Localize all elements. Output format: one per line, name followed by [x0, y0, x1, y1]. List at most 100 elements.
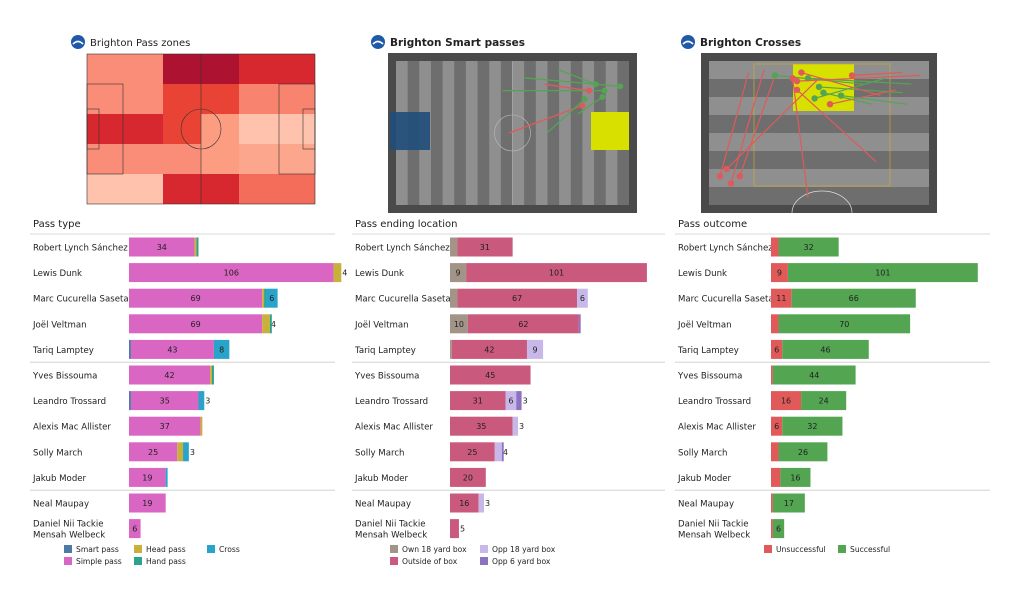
bar-segment — [526, 339, 544, 359]
smart-pass-line — [546, 98, 586, 134]
cross-start-point — [727, 180, 735, 187]
player-row: Yves Bissouma 45 — [354, 365, 531, 385]
bar-segment — [266, 288, 278, 308]
badge-wave — [372, 40, 384, 45]
bar-value-label: 34 — [157, 243, 167, 252]
smart-pass-line — [544, 83, 590, 92]
player-name: Yves Bissouma — [677, 372, 742, 382]
panel-title: Brighton Smart passes — [390, 37, 525, 49]
bar-value-label: 46 — [820, 345, 830, 354]
bar-value-label: 26 — [798, 448, 808, 457]
bar-value-label: 6 — [580, 294, 585, 303]
bar-value-label: 9 — [532, 345, 537, 354]
panel-subtitle: Pass type — [33, 219, 81, 230]
player-name: Daniel Nii Tackie — [678, 520, 749, 530]
panel-subtitle: Pass outcome — [678, 219, 747, 230]
player-row: Tariq Lamptey 43 8 — [32, 339, 230, 359]
smart-pass-line — [557, 68, 596, 85]
player-name: Alexis Mac Allister — [678, 423, 756, 433]
bar-segment — [129, 391, 131, 411]
cross-line — [840, 94, 908, 105]
heatmap-cell — [163, 174, 201, 204]
penalty-box — [753, 63, 891, 187]
bar-segment — [165, 467, 168, 487]
badge-wave — [682, 40, 694, 45]
player-row: Leandro Trossard 35 3 — [33, 391, 210, 411]
player-name: Jakub Moder — [32, 474, 87, 484]
bar-value-label: 8 — [219, 345, 224, 354]
smart-pass-line — [524, 77, 621, 88]
own-box-highlight — [390, 112, 430, 150]
bar-segment — [512, 416, 519, 436]
player-name: Alexis Mac Allister — [33, 423, 111, 433]
legend-label: Cross — [219, 545, 240, 554]
cross-line — [726, 77, 820, 170]
bar-value-label: 3 — [485, 499, 490, 508]
player-name: Jakub Moder — [677, 474, 732, 484]
legend-swatch — [64, 557, 72, 565]
bar-segment — [494, 442, 502, 462]
legend-label: Opp 6 yard box — [492, 557, 551, 566]
bar-segment — [787, 263, 978, 283]
legend-swatch — [390, 545, 398, 553]
bar-segment — [269, 314, 272, 334]
pitch-stripe — [512, 61, 525, 205]
panel-header-1: Brighton Pass zones Pass type — [33, 35, 190, 230]
bar-value-label: 6 — [774, 345, 779, 354]
player-row: Robert Lynch Sánchez431 — [355, 237, 513, 257]
player-row: Alexis Mac Allister 37 — [33, 416, 203, 436]
panel-title: Brighton Pass zones — [90, 38, 190, 49]
bar-value-label: 6 — [132, 525, 137, 534]
player-name: Daniel Nii Tackie — [355, 520, 426, 530]
player-row: Jakub Moder516 — [677, 467, 811, 487]
player-row: Jakub Moder 20 — [354, 467, 486, 487]
player-name: Tariq Lamptey — [677, 346, 739, 356]
bar-value-label: 3 — [523, 397, 528, 406]
bar-segment — [129, 314, 263, 334]
cross-line — [796, 74, 921, 82]
bar-value-label: 16 — [781, 397, 791, 406]
cross-start-point — [716, 173, 724, 180]
bar-value-label: 10 — [454, 320, 464, 329]
smart-pass-end-point — [599, 94, 606, 100]
bar-value-label: 4 — [503, 448, 508, 457]
bar-value-label: 106 — [224, 269, 239, 278]
heatmap-cell — [201, 84, 239, 114]
bar-value-label: 5 — [460, 525, 465, 534]
bar-panel-3: Robert Lynch Sánchez432 Lewis Dunk 9 101 Mar… — [675, 233, 990, 541]
smart-pass-end-point — [601, 87, 608, 94]
bar-segment — [450, 237, 458, 257]
bar-panel-2: Robert Lynch Sánchez431Lewis Dunk9101Mar… — [352, 233, 665, 541]
heatmap-cell — [201, 174, 239, 204]
bar-segment — [801, 391, 847, 411]
bar-value-label: 25 — [148, 448, 158, 457]
player-name: Robert Lynch Sánchez — [355, 244, 450, 254]
player-row: Marc Cucurella Saseta4676 — [355, 288, 588, 308]
player-row: Tariq Lamptey 42 9 — [354, 339, 544, 359]
bar-segment — [778, 237, 839, 257]
bar-segment — [450, 339, 452, 359]
player-row: Neal Maupay 17 — [678, 493, 805, 513]
player-name: Robert Lynch Sánchez — [678, 244, 773, 254]
player-name: Marc Cucurella Saseta — [33, 295, 129, 305]
pass-zones-heatmap — [86, 53, 316, 205]
crosses-pitch — [701, 53, 937, 214]
heatmap-cell — [201, 54, 239, 84]
legend-swatch — [64, 545, 72, 553]
cross-start-point — [826, 101, 834, 108]
legend-swatch — [764, 545, 772, 553]
cross-start-point — [793, 86, 801, 94]
bar-segment — [772, 519, 785, 539]
bar-value-label: 45 — [485, 371, 495, 380]
bar-segment — [467, 314, 579, 334]
bar-segment — [771, 467, 781, 487]
bar-segment — [129, 288, 263, 308]
bar-segment — [505, 391, 517, 411]
bar-value-label: 66 — [849, 294, 859, 303]
bar-value-label: 35 — [476, 422, 486, 431]
cross-line — [814, 77, 886, 100]
bar-segment — [772, 493, 805, 513]
